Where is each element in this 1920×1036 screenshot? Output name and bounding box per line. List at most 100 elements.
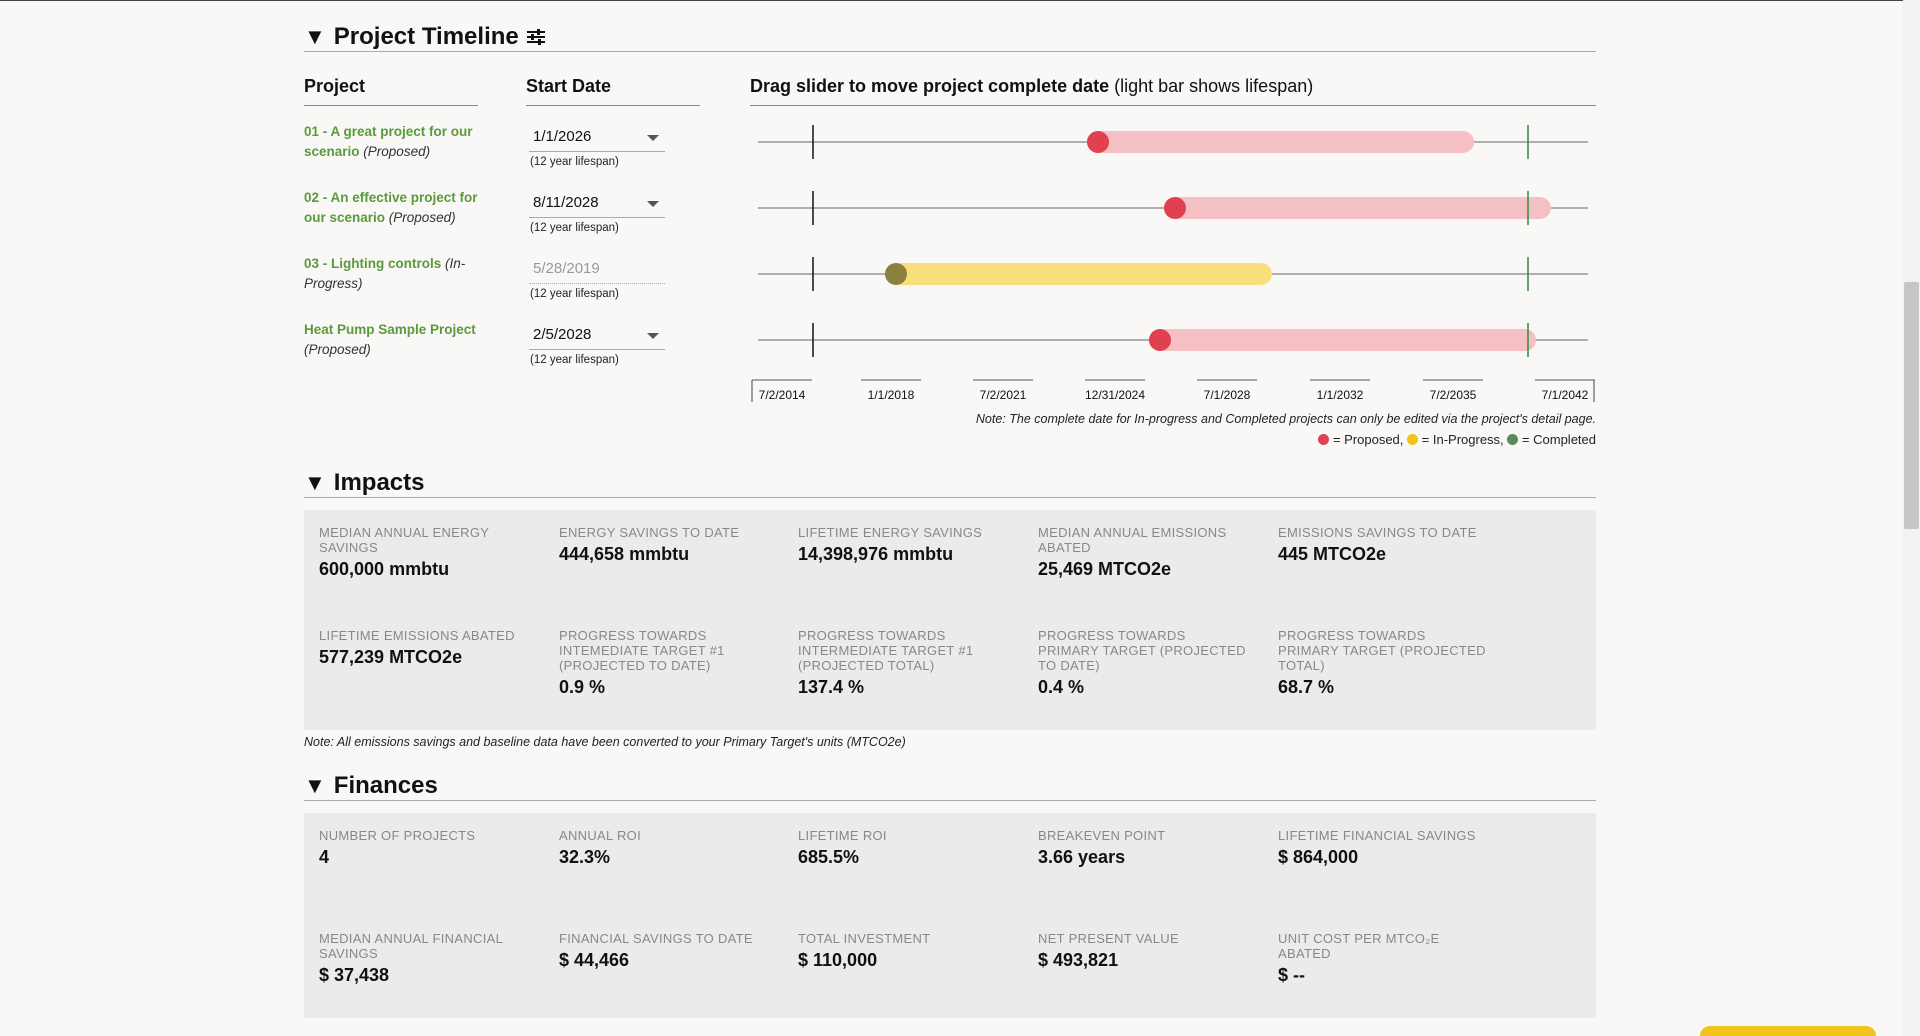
stat-item: MEDIAN ANNUAL EMISSIONS ABATED 25,469 MTC…	[1038, 525, 1248, 580]
start-date-value: 1/1/2026	[533, 128, 592, 145]
slider-handle[interactable]	[1087, 131, 1109, 153]
timeline-title: Project Timeline	[333, 22, 519, 50]
stat-value: $ 110,000	[798, 950, 878, 970]
finances-panel: NUMBER OF PROJECTS 4 ANNUAL ROI 32.3% LIFETI…	[304, 813, 1596, 1018]
timeline-section-header[interactable]: ▼ Project Timeline	[304, 22, 1596, 52]
finances-section-header[interactable]: ▼ Finances	[304, 771, 1596, 801]
stat-value: 25,469 MTCO2e	[1038, 559, 1172, 579]
project-status: (Proposed)	[363, 144, 431, 159]
proposed-dot-icon	[1318, 434, 1330, 445]
start-date-value: 8/11/2028	[533, 194, 599, 211]
start-date-select: 5/28/2019	[529, 256, 665, 284]
chevron-down-icon[interactable]	[647, 201, 659, 207]
stat-item: FINANCIAL SAVINGS TO DATE $ 44,466	[559, 931, 769, 971]
column-header-start-date: Start Date	[526, 76, 700, 106]
impacts-section-header[interactable]: ▼ Impacts	[304, 468, 1596, 498]
stat-label: UNIT COST PER MTCO₂E ABATED	[1278, 931, 1440, 961]
stat-label: MEDIAN ANNUAL FINANCIAL SAVINGS	[319, 931, 503, 961]
stat-value: 685.5%	[798, 847, 860, 867]
stat-item: MEDIAN ANNUAL ENERGY SAVINGS 600,000 mmbt…	[319, 525, 529, 580]
lifespan-text: (12 year lifespan)	[530, 156, 619, 168]
stat-label: ANNUAL ROI	[559, 828, 641, 843]
scrollbar-track[interactable]	[1903, 0, 1920, 1036]
axis-tick-label: 7/2/2035	[1430, 388, 1477, 402]
stat-label: MEDIAN ANNUAL EMISSIONS ABATED	[1038, 525, 1227, 555]
project-link[interactable]: 01 - A great project for our scenario	[304, 124, 473, 159]
column-header-project: Project	[304, 76, 478, 106]
stat-value: 577,239 MTCO2e	[319, 647, 463, 667]
stat-label: PROGRESS TOWARDS PRIMARY TARGET (PROJECT…	[1278, 628, 1486, 673]
stat-item: MEDIAN ANNUAL FINANCIAL SAVINGS $ 37,438	[319, 931, 529, 986]
timeline-chart: 7/2/2014 1/1/2018 7/2/2021 12/31/2024 7/1/20…	[751, 125, 1595, 402]
stat-item: PROGRESS TOWARDS INTERMEDIATE TARGET #1 …	[798, 628, 1008, 698]
stat-value: 137.4 %	[798, 677, 865, 697]
window-top-border	[0, 0, 1920, 1]
stat-item: NET PRESENT VALUE $ 493,821	[1038, 931, 1248, 971]
start-date-value: 2/5/2028	[533, 326, 592, 343]
axis-tick-label: 12/31/2024	[1085, 388, 1145, 402]
sliders-icon[interactable]	[525, 27, 547, 47]
stat-label: LIFETIME EMISSIONS ABATED	[319, 628, 515, 643]
project-status: (In-Progress)	[304, 256, 466, 291]
floating-action-button[interactable]	[1700, 1026, 1876, 1036]
slider-handle[interactable]	[885, 263, 907, 285]
stat-value: $ --	[1278, 965, 1305, 985]
stat-item: ENERGY SAVINGS TO DATE 444,658 mmbtu	[559, 525, 769, 565]
chevron-down-icon[interactable]	[647, 333, 659, 339]
stat-label: FINANCIAL SAVINGS TO DATE	[559, 931, 753, 946]
stat-value: $ 864,000	[1278, 847, 1359, 867]
axis-tick-label: 7/2/2014	[759, 388, 806, 402]
stat-label: MEDIAN ANNUAL ENERGY SAVINGS	[319, 525, 489, 555]
stat-label: ENERGY SAVINGS TO DATE	[559, 525, 740, 540]
slider-handle[interactable]	[1164, 197, 1186, 219]
stat-label: LIFETIME ROI	[798, 828, 887, 843]
collapse-triangle-icon[interactable]: ▼	[304, 469, 326, 495]
project-name-cell: 01 - A great project for our scenario (P…	[304, 122, 484, 162]
stat-item: ANNUAL ROI 32.3%	[559, 828, 769, 868]
stat-item: LIFETIME ENERGY SAVINGS 14,398,976 mmbtu	[798, 525, 1008, 565]
impacts-note: Note: All emissions savings and baseline…	[304, 735, 906, 749]
stat-item: LIFETIME ROI 685.5%	[798, 828, 1008, 868]
axis-tick-label: 1/1/2018	[868, 388, 915, 402]
stat-item: PROGRESS TOWARDS INTEMEDIATE TARGET #1 (…	[559, 628, 769, 698]
project-link[interactable]: Heat Pump Sample Project	[304, 322, 476, 337]
start-date-select[interactable]: 8/11/2028	[529, 190, 665, 218]
stat-value: 444,658 mmbtu	[559, 544, 690, 564]
stat-value: 68.7 %	[1278, 677, 1335, 697]
start-date-select[interactable]: 2/5/2028	[529, 322, 665, 350]
project-link[interactable]: 02 - An effective project for our scenar…	[304, 190, 478, 225]
axis-tick-label: 7/2/2021	[980, 388, 1027, 402]
stat-label: NUMBER OF PROJECTS	[319, 828, 476, 843]
project-status: (Proposed)	[304, 342, 371, 357]
impacts-title: Impacts	[333, 468, 425, 496]
scrollbar-thumb[interactable]	[1904, 282, 1919, 529]
stat-label: LIFETIME ENERGY SAVINGS	[798, 525, 983, 540]
stat-value: 600,000 mmbtu	[319, 559, 450, 579]
legend-completed: = Completed	[1521, 432, 1596, 447]
stat-item: LIFETIME EMISSIONS ABATED 577,239 MTCO2e	[319, 628, 529, 668]
project-link[interactable]: 03 - Lighting controls	[304, 256, 442, 271]
column-header-slider: Drag slider to move project complete dat…	[750, 76, 1596, 106]
axis-tick-label: 7/1/2042	[1542, 388, 1589, 402]
stat-value: 14,398,976 mmbtu	[798, 544, 954, 564]
chevron-down-icon[interactable]	[647, 135, 659, 141]
impacts-panel: MEDIAN ANNUAL ENERGY SAVINGS 600,000 mmbt…	[304, 510, 1596, 730]
lifespan-text: (12 year lifespan)	[530, 354, 619, 366]
stat-label: BREAKEVEN POINT	[1038, 828, 1166, 843]
lifespan-text: (12 year lifespan)	[530, 222, 619, 234]
stat-item: EMISSIONS SAVINGS TO DATE 445 MTCO2e	[1278, 525, 1488, 565]
stat-label: PROGRESS TOWARDS INTERMEDIATE TARGET #1 …	[798, 628, 974, 673]
slider-header-bold: Drag slider to move project complete dat…	[750, 76, 1110, 96]
stat-label: PROGRESS TOWARDS PRIMARY TARGET (PROJECT…	[1038, 628, 1246, 673]
slider-handle[interactable]	[1149, 329, 1171, 351]
project-name-cell: 03 - Lighting controls (In-Progress)	[304, 254, 484, 294]
stat-value: 0.9 %	[559, 677, 606, 697]
finances-title: Finances	[333, 771, 438, 799]
start-date-select[interactable]: 1/1/2026	[529, 124, 665, 152]
project-status: (Proposed)	[388, 210, 456, 225]
start-date-value: 5/28/2019	[533, 260, 600, 277]
collapse-triangle-icon[interactable]: ▼	[304, 772, 326, 798]
lifespan-text: (12 year lifespan)	[530, 288, 619, 300]
collapse-triangle-icon[interactable]: ▼	[304, 23, 326, 49]
stat-value: 445 MTCO2e	[1278, 544, 1387, 564]
